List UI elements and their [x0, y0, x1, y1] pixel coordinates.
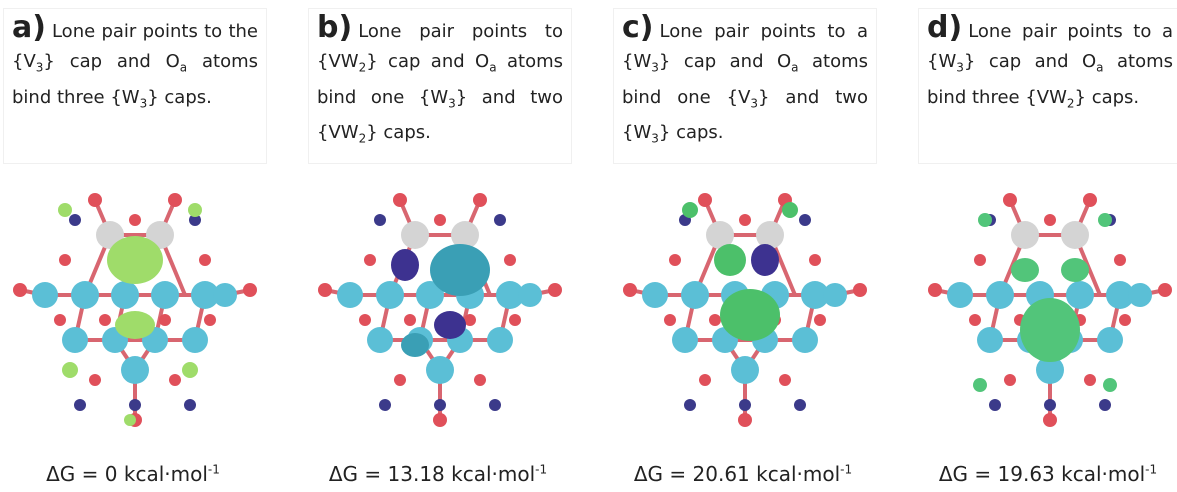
caption-text: } caps. [147, 87, 212, 108]
subscript: a [791, 61, 798, 75]
panel-label: c) [622, 10, 654, 45]
energy: ΔG = 13.18 kcal·mol-1 [288, 462, 588, 486]
energy-exponent: -1 [208, 462, 220, 476]
figure: a)Lone pair points to the {V3} cap and O… [0, 0, 1177, 492]
panel-label: b) [317, 10, 352, 45]
energy-exponent: -1 [1145, 462, 1157, 476]
energy-exponent: -1 [840, 462, 852, 476]
caption-text: } cap and O [366, 51, 489, 72]
energy-exponent: -1 [535, 462, 547, 476]
caption: b)Lone pair points to {VW2} cap and Oa a… [308, 8, 572, 164]
subscript: a [489, 61, 496, 75]
energy-prefix: ΔG = [329, 462, 388, 486]
energy-prefix: ΔG = [939, 462, 998, 486]
caption-text: } cap and O [964, 51, 1096, 72]
caption-text: } caps. [1075, 87, 1140, 108]
subscript: a [1096, 61, 1103, 75]
energy-value: 20.61 [693, 462, 750, 486]
energy-unit: kcal·mol [445, 462, 535, 486]
energy-prefix: ΔG = [46, 462, 105, 486]
caption: c)Lone pair points to a {W3} cap and Oa … [613, 8, 877, 164]
energy: ΔG = 20.61 kcal·mol-1 [593, 462, 893, 486]
energy: ΔG = 0 kcal·mol-1 [0, 462, 283, 486]
energy-value: 0 [105, 462, 118, 486]
energy-value: 13.18 [388, 462, 445, 486]
energy-prefix: ΔG = [634, 462, 693, 486]
molecule-c [620, 180, 870, 440]
caption-text: } cap and O [43, 51, 179, 72]
subscript: 2 [1067, 96, 1075, 110]
caption: d)Lone pair points to a {W3} cap and Oa … [918, 8, 1177, 164]
caption: a)Lone pair points to the {V3} cap and O… [3, 8, 267, 164]
subscript: 3 [448, 96, 456, 110]
caption-text: } caps. [366, 122, 431, 143]
panel-label: d) [927, 10, 962, 45]
caption-text: } caps. [659, 122, 724, 143]
energy: ΔG = 19.63 kcal·mol-1 [898, 462, 1177, 486]
energy-unit: kcal·mol [118, 462, 208, 486]
molecule-d [925, 180, 1175, 440]
energy-unit: kcal·mol [750, 462, 840, 486]
subscript: 3 [750, 96, 758, 110]
energy-value: 19.63 [998, 462, 1055, 486]
molecule-b [315, 180, 565, 440]
panel-label: a) [12, 10, 46, 45]
subscript: 3 [651, 61, 659, 75]
energy-unit: kcal·mol [1055, 462, 1145, 486]
caption-text: } cap and O [659, 51, 791, 72]
subscript: 3 [651, 132, 659, 146]
subscript: 3 [956, 61, 964, 75]
molecule-a [10, 180, 260, 440]
